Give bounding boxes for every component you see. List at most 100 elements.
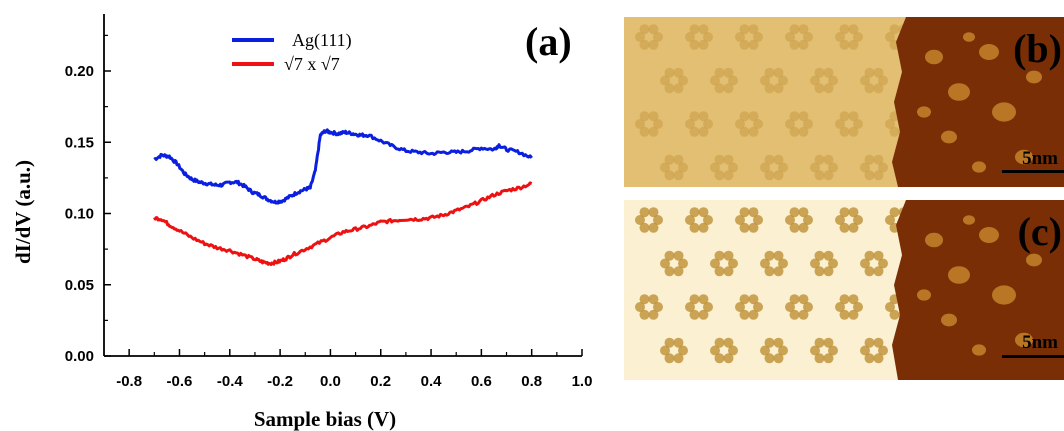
lattice-spot: [789, 294, 800, 305]
adsorbate-blob: [948, 83, 970, 101]
lattice-spot: [814, 154, 825, 165]
lattice-spot: [748, 294, 759, 305]
lattice-spot: [689, 126, 700, 137]
lattice-spot: [773, 67, 784, 78]
lattice-spot: [673, 170, 684, 181]
adsorbate-blob: [1026, 70, 1042, 84]
lattice-spot: [648, 207, 659, 218]
lattice-spot: [764, 353, 775, 364]
lattice-spot: [778, 75, 788, 86]
lattice-spot: [773, 83, 784, 94]
lattice-spot: [778, 162, 788, 173]
adsorbate-blob: [917, 106, 931, 118]
lattice-spot: [689, 294, 700, 305]
lattice-spot: [860, 162, 870, 173]
lattice-spot: [653, 302, 663, 312]
lattice-spot: [814, 83, 825, 94]
lattice-spot: [648, 222, 659, 233]
adsorbate-blob: [941, 130, 957, 144]
adsorbate-blob: [948, 266, 970, 284]
adsorbate-blob: [1015, 149, 1033, 165]
lattice-spot: [878, 162, 888, 173]
lattice-spot: [748, 39, 759, 50]
scale-bar-b: [1002, 170, 1064, 173]
lattice-spot: [835, 215, 845, 225]
lattice-spot: [739, 294, 750, 305]
lattice-spot: [878, 75, 888, 86]
lattice-spot: [848, 39, 859, 50]
lattice-spot: [810, 345, 820, 356]
legend: Ag(111) √7 x √7: [232, 30, 352, 74]
lattice-spot: [853, 119, 863, 129]
lattice-spot: [848, 24, 859, 35]
lattice-spot: [635, 215, 645, 225]
lattice-spot: [635, 302, 645, 312]
panel-label-b: (b): [1013, 26, 1062, 71]
lattice-spot: [664, 83, 675, 94]
lattice-spot: [839, 309, 850, 320]
lattice-spot: [639, 126, 650, 137]
lattice-spot: [839, 294, 850, 305]
series-line-sqrt7: [153, 181, 533, 266]
lattice-spot: [789, 111, 800, 122]
lattice-spot: [789, 207, 800, 218]
adsorbate-blob: [979, 227, 999, 243]
lattice-spot: [835, 32, 845, 42]
lattice-spot: [689, 39, 700, 50]
lattice-spot: [860, 75, 870, 86]
lattice-spot: [639, 222, 650, 233]
lattice-spot: [673, 250, 684, 261]
lattice-spot: [860, 258, 870, 269]
x-tick-label: 0.4: [421, 373, 443, 390]
lattice-spot: [828, 162, 838, 173]
lattice-spot: [810, 258, 820, 269]
lattice-spot: [839, 126, 850, 137]
lattice-spot: [660, 75, 670, 86]
lattice-spot: [823, 266, 834, 277]
lattice-spot: [835, 302, 845, 312]
lattice-spot: [653, 32, 663, 42]
adsorbate-blob: [1026, 253, 1042, 267]
y-tick-label: 0.00: [65, 348, 94, 365]
lattice-spot: [739, 111, 750, 122]
lattice-spot: [728, 162, 738, 173]
adsorbate-blob: [917, 289, 931, 301]
stm-image-b-pattern: [624, 17, 1064, 187]
lattice-spot: [839, 207, 850, 218]
lattice-spot: [873, 337, 884, 348]
lattice-spot: [798, 207, 809, 218]
lattice-spot: [710, 75, 720, 86]
lattice-spot: [764, 266, 775, 277]
x-tick-label: -0.8: [116, 373, 142, 390]
x-tick-label: 0.6: [471, 373, 492, 390]
lattice-spot: [828, 258, 838, 269]
lattice-spot: [798, 24, 809, 35]
lattice-spot: [739, 126, 750, 137]
stm-image-c: (c) 5nm: [624, 200, 1064, 380]
lattice-spot: [698, 111, 709, 122]
lattice-spot: [814, 250, 825, 261]
lattice-spot: [648, 24, 659, 35]
lattice-spot: [703, 302, 713, 312]
lattice-spot: [798, 111, 809, 122]
lattice-spot: [714, 353, 725, 364]
axes-frame: [103, 14, 582, 357]
lattice-spot: [678, 258, 688, 269]
x-tick-label: -0.2: [267, 373, 293, 390]
lattice-spot: [748, 222, 759, 233]
adsorbate-blob: [963, 32, 975, 42]
y-axis-title: dI/dV (a.u.): [11, 160, 35, 264]
stm-image-c-pattern: [624, 200, 1064, 380]
lattice-spot: [648, 126, 659, 137]
lattice-spot: [689, 24, 700, 35]
lattice-spot: [723, 353, 734, 364]
lattice-spot: [814, 67, 825, 78]
lattice-spot: [673, 353, 684, 364]
lattice-spot: [689, 222, 700, 233]
adsorbate-blob: [992, 285, 1016, 305]
lattice-spot: [823, 337, 834, 348]
lattice-spot: [753, 119, 763, 129]
lattice-spot: [714, 170, 725, 181]
lattice-spot: [889, 309, 900, 320]
lattice-spot: [785, 215, 795, 225]
